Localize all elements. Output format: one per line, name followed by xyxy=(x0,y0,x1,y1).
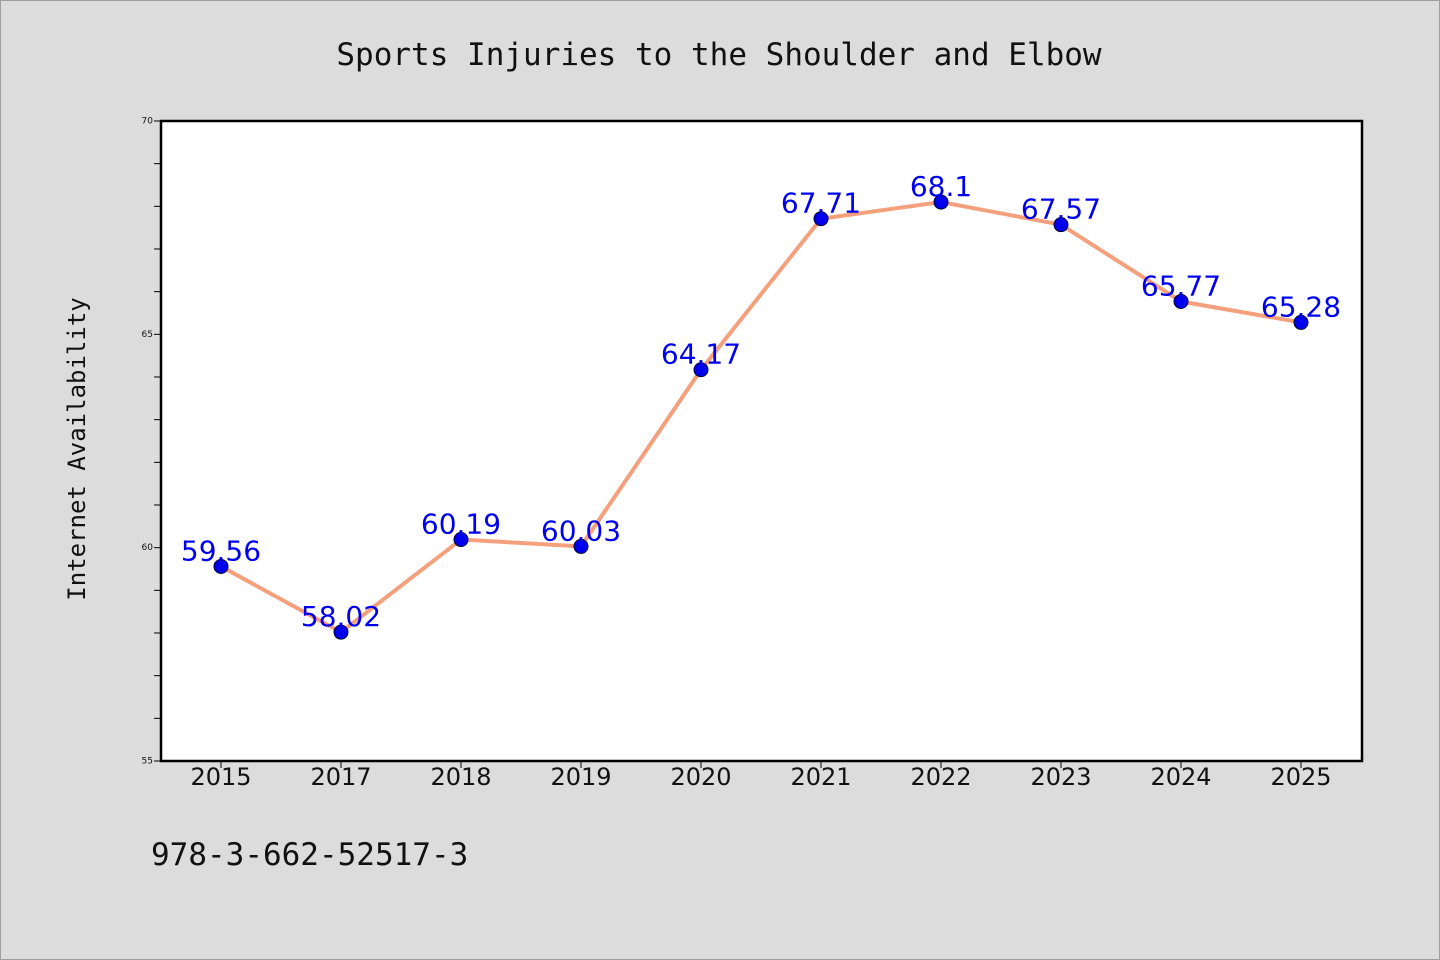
data-point xyxy=(813,211,829,227)
chart-title: Sports Injuries to the Shoulder and Elbo… xyxy=(336,37,1102,73)
data-point xyxy=(213,558,229,574)
data-label: 60.19 xyxy=(421,508,501,541)
data-point xyxy=(453,532,469,548)
x-tick-label: 2020 xyxy=(670,763,731,791)
y-tick-label: 60 xyxy=(142,543,154,553)
data-label: 67.71 xyxy=(781,187,861,220)
x-tick-label: 2024 xyxy=(1150,763,1211,791)
data-point xyxy=(933,194,949,210)
data-point xyxy=(1053,217,1069,233)
data-point xyxy=(693,362,709,378)
data-label: 65.28 xyxy=(1261,290,1341,323)
data-point xyxy=(1293,314,1309,330)
x-tick-label: 2019 xyxy=(550,763,611,791)
x-tick-label: 2018 xyxy=(430,763,491,791)
data-point xyxy=(573,538,589,554)
x-tick-label: 2022 xyxy=(910,763,971,791)
data-label: 67.57 xyxy=(1021,193,1101,226)
axis-ticks: 55 60 65 70 2015 2017 2018 2019 2020 2021 2022 2023… xyxy=(142,117,1332,792)
x-tick-label: 2025 xyxy=(1270,763,1331,791)
series-line xyxy=(219,200,1303,635)
y-tick-label: 70 xyxy=(142,117,154,127)
data-label: 58.02 xyxy=(301,600,381,633)
data-label: 60.03 xyxy=(541,514,621,547)
isbn-text: 978-3-662-52517-3 xyxy=(151,837,468,873)
y-tick-label: 65 xyxy=(142,330,153,340)
data-point xyxy=(333,624,349,640)
data-label: 65.77 xyxy=(1141,269,1221,302)
data-label: 68.1 xyxy=(910,170,972,203)
x-tick-label: 2017 xyxy=(310,763,371,791)
series-layer: 59.56 58.02 60.19 60.03 64.17 67.71 68.1 67.57 6… xyxy=(181,170,1341,640)
x-tick-label: 2023 xyxy=(1030,763,1091,791)
data-label: 64.17 xyxy=(661,338,741,371)
x-tick-label: 2015 xyxy=(190,763,251,791)
y-axis-label: Internet Availability xyxy=(63,297,91,600)
x-tick-label: 2021 xyxy=(790,763,851,791)
plot-area xyxy=(159,119,1364,763)
y-tick-label: 55 xyxy=(142,757,153,767)
data-point xyxy=(1173,293,1189,309)
data-label: 59.56 xyxy=(181,534,261,567)
